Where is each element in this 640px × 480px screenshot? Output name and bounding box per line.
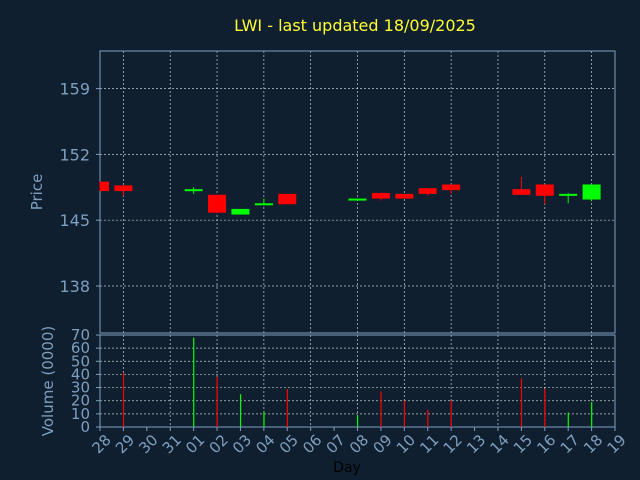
- x-tick-label: 18: [580, 431, 606, 457]
- candle-body: [231, 208, 250, 215]
- x-tick-label: 01: [182, 431, 208, 457]
- x-tick-label: 02: [206, 431, 232, 457]
- candle-28: [99, 181, 109, 192]
- volume-axis-label: Volume (0000): [39, 326, 57, 436]
- volume-y-tick-label: 40: [71, 365, 90, 383]
- candle-body: [395, 193, 414, 199]
- volume-y-tick-label: 50: [71, 352, 90, 370]
- x-tick-label: 15: [510, 431, 536, 457]
- candle-17: [559, 192, 578, 204]
- x-tick-label: 31: [159, 431, 185, 457]
- candle-body: [278, 193, 297, 205]
- candle-body: [512, 189, 531, 195]
- price-y-ticks: 138 145 152 159: [59, 80, 100, 296]
- price-axis-label: Price: [28, 174, 46, 211]
- volume-grid: [100, 335, 615, 427]
- volume-bar-29: [122, 373, 125, 427]
- candle-body: [371, 192, 390, 199]
- candle-08: [348, 198, 367, 201]
- x-tick-label: 04: [252, 431, 278, 457]
- volume-bar-17: [567, 412, 569, 427]
- candle-18: [582, 184, 601, 202]
- candle-10: [395, 193, 414, 199]
- x-tick-label: 08: [346, 431, 372, 457]
- volume-bar-16: [544, 388, 546, 427]
- candle-29: [114, 185, 133, 196]
- x-tick-label: 17: [557, 431, 583, 457]
- volume-bar-08: [357, 415, 359, 427]
- x-tick-label: 30: [135, 431, 161, 457]
- volume-y-tick-label: 30: [71, 379, 90, 397]
- candle-body: [348, 198, 367, 201]
- candle-body: [184, 189, 203, 192]
- candle-body: [442, 184, 461, 191]
- candle-body: [559, 193, 578, 196]
- x-tick-label: 28: [89, 431, 115, 457]
- candle-body: [254, 203, 273, 206]
- volume-y-tick-label: 70: [71, 326, 90, 344]
- x-tick-label: 13: [463, 431, 489, 457]
- x-tick-label: 07: [323, 431, 349, 457]
- x-tick-label: 03: [229, 431, 255, 457]
- price-y-tick-label: 152: [59, 145, 90, 164]
- x-tick-label: 09: [369, 431, 395, 457]
- x-tick-label: 05: [276, 431, 302, 457]
- candle-04: [254, 198, 273, 206]
- volume-y-tick-label: 0: [80, 418, 90, 436]
- volume-bar-01: [193, 337, 195, 427]
- candles: [99, 176, 601, 215]
- x-tick-label: 29: [112, 431, 138, 457]
- x-tick-label: 11: [416, 431, 442, 457]
- candle-body: [100, 181, 109, 192]
- volume-bar-05: [286, 388, 288, 427]
- candle-15: [512, 176, 531, 195]
- chart-title: LWI - last updated 18/09/2025: [234, 16, 476, 35]
- volume-bar-03: [239, 394, 242, 427]
- x-ticks: 2829303101020304050607080910111213141516…: [89, 427, 630, 457]
- candle-09: [371, 192, 390, 201]
- volume-y-tick-label: 60: [71, 339, 90, 357]
- price-plot-frame: [99, 50, 616, 334]
- candle-02: [208, 194, 227, 214]
- price-y-tick-label: 145: [59, 211, 90, 230]
- x-tick-label: 06: [299, 431, 325, 457]
- candle-16: [535, 184, 554, 205]
- volume-bar-09: [380, 391, 382, 427]
- candle-body: [114, 185, 133, 192]
- price-y-tick-label: 159: [59, 80, 90, 99]
- candle-01: [184, 187, 203, 194]
- volume-bar-11: [427, 409, 429, 427]
- x-tick-label: 14: [486, 431, 512, 457]
- candle-body: [208, 194, 227, 213]
- volume-bars: [122, 337, 593, 427]
- candle-11: [418, 188, 437, 196]
- volume-bar-18: [591, 402, 593, 427]
- candle-12: [442, 184, 461, 194]
- volume-y-tick-label: 10: [71, 405, 90, 423]
- x-axis-label: Day: [333, 460, 361, 476]
- volume-bar-02: [216, 377, 218, 427]
- price-y-tick-label: 138: [59, 277, 90, 296]
- volume-bar-15: [520, 378, 523, 427]
- candle-05: [278, 193, 297, 205]
- candle-body: [582, 184, 601, 200]
- volume-bar-04: [263, 411, 265, 427]
- volume-bar-10: [403, 400, 406, 427]
- x-tick-label: 10: [393, 431, 419, 457]
- x-tick-label: 16: [533, 431, 559, 457]
- volume-bar-12: [450, 400, 452, 427]
- candle-body: [418, 188, 437, 194]
- x-tick-label: 12: [440, 431, 466, 457]
- candle-body: [535, 184, 554, 196]
- x-tick-label: 19: [604, 431, 630, 457]
- volume-y-tick-label: 20: [71, 392, 90, 410]
- candle-03: [231, 208, 250, 215]
